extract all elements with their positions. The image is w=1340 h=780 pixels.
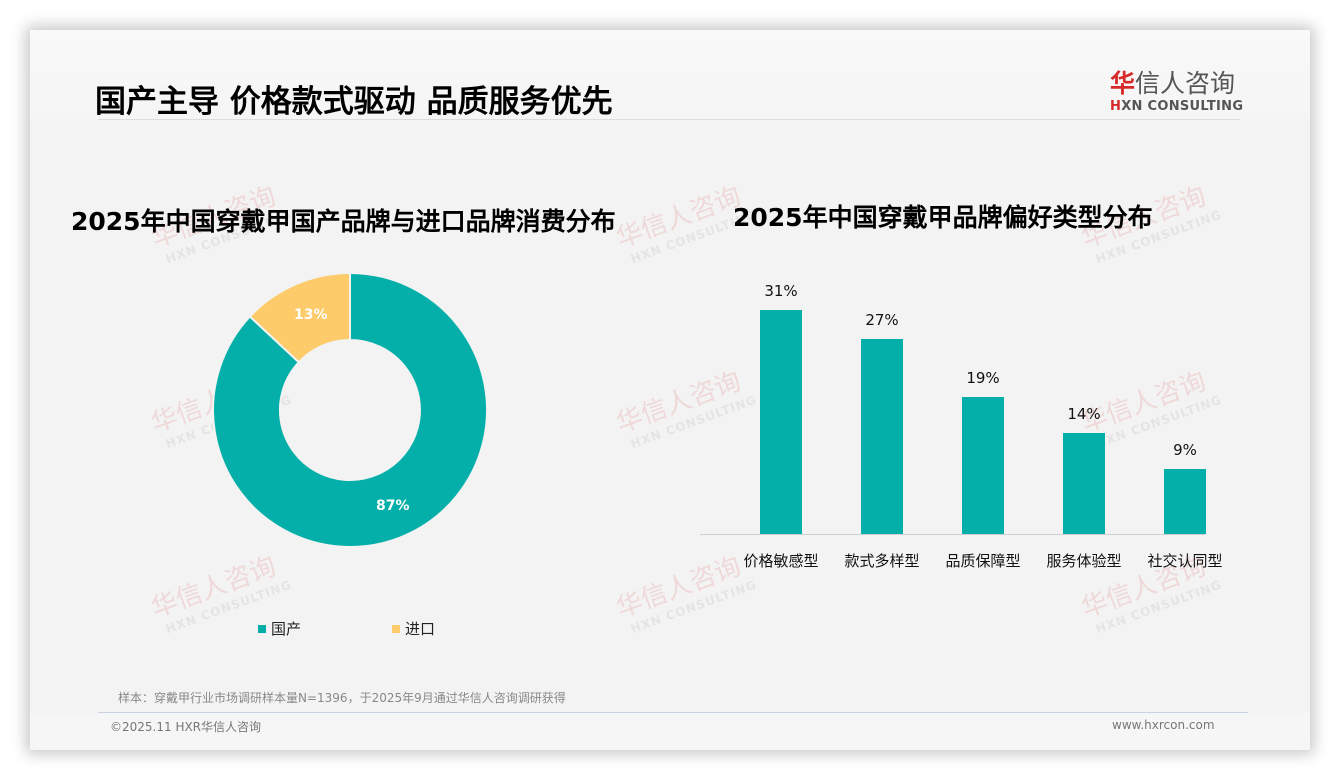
legend-item-imported: 进口: [392, 618, 435, 639]
donut-slice-imported: [248, 272, 351, 364]
bar-value: 31%: [764, 282, 798, 300]
bar-value: 14%: [1067, 405, 1101, 423]
bar-value: 9%: [1173, 441, 1197, 459]
x-axis-line: [700, 534, 1205, 535]
bar-chart: 31% 价格敏感型 27% 款式多样型 19% 品质保障型 14% 服务体验型 …: [700, 280, 1223, 590]
bar-category-label: 款式多样型: [844, 552, 920, 570]
donut-label-domestic: 87%: [376, 498, 410, 514]
bar-value: 19%: [966, 369, 1000, 387]
legend-swatch: [258, 624, 266, 633]
donut-label-imported: 13%: [294, 307, 328, 323]
copyright-text: ©2025.11 HXR华信人咨询: [110, 720, 262, 734]
bar-service-experience: [1063, 433, 1105, 534]
bar-category-label: 社交认同型: [1147, 552, 1223, 570]
logo-mark: 华: [1110, 69, 1136, 98]
donut-chart-title: 2025年中国穿戴甲国产品牌与进口品牌消费分布: [71, 207, 616, 236]
bar-style-variety: [861, 339, 903, 534]
bar-quality-assurance: [962, 397, 1004, 534]
bar-category-label: 服务体验型: [1046, 552, 1122, 570]
donut-slice-domestic: [212, 272, 488, 548]
bar-category-label: 价格敏感型: [743, 552, 819, 570]
bar-chart-title: 2025年中国穿戴甲品牌偏好类型分布: [733, 203, 1153, 232]
legend-swatch: [392, 624, 400, 633]
legend-item-domestic: 国产: [258, 618, 301, 639]
sample-footnote: 样本：穿戴甲行业市场调研样本量N=1396，于2025年9月通过华信人咨询调研获…: [118, 691, 566, 705]
donut-chart: [212, 272, 488, 548]
header-band: [30, 30, 1310, 120]
bar-price-sensitive: [760, 310, 802, 534]
page-title: 国产主导 价格款式驱动 品质服务优先: [95, 84, 613, 120]
bar-category-label: 品质保障型: [945, 552, 1021, 570]
title-divider: [98, 119, 1240, 120]
bar-social-identity: [1164, 469, 1206, 534]
footer-divider: [98, 712, 1248, 713]
company-logo: 华信人咨询 HXN CONSULTING: [1110, 69, 1244, 114]
bar-value: 27%: [865, 311, 899, 329]
website-link[interactable]: www.hxrcon.com: [1112, 718, 1215, 732]
slide: 华信人咨询 HXN CONSULTING 华信人咨询 HXN CONSULTING …: [30, 30, 1310, 750]
footer-band: [30, 713, 1310, 750]
